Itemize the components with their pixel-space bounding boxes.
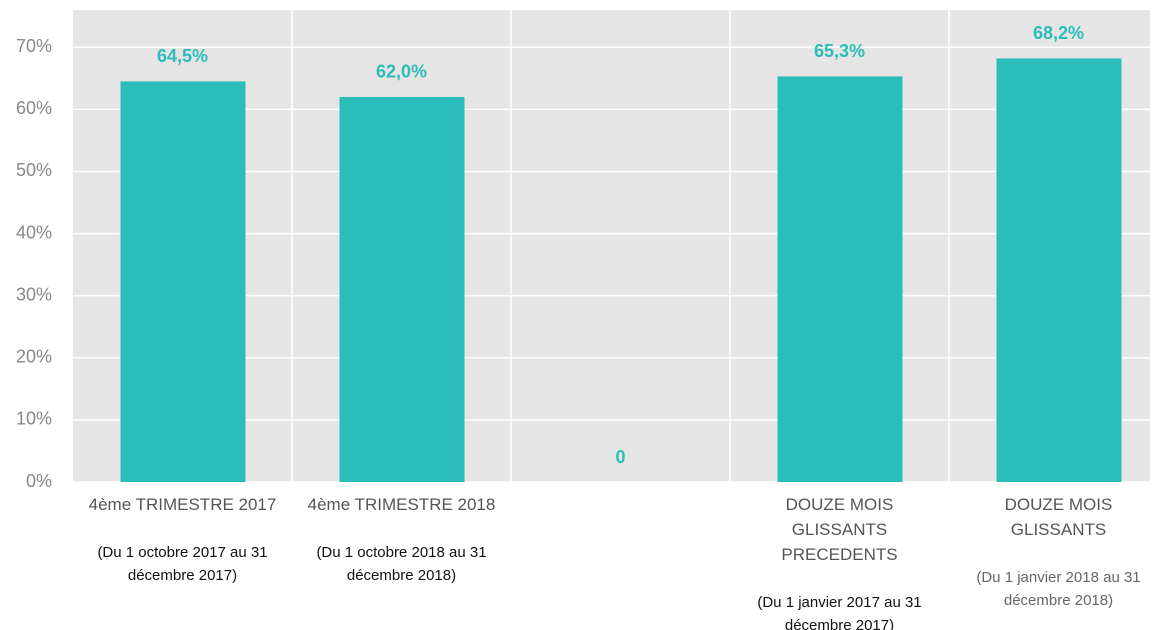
value-label: 64,5% xyxy=(157,46,208,66)
x-sublabel: (Du 1 janvier 2018 au 31 décembre 2018) xyxy=(976,569,1141,609)
value-label: 68,2% xyxy=(1033,23,1084,43)
x-tick-label: 4ème TRIMESTRE 2017 xyxy=(88,495,277,514)
y-tick-label: 20% xyxy=(16,347,52,367)
bar xyxy=(996,58,1122,482)
plot-background xyxy=(73,10,1150,482)
y-tick-label: 70% xyxy=(16,36,52,56)
x-sublabel: (Du 1 octobre 2017 au 31 décembre 2017) xyxy=(97,544,268,584)
x-tick-label: 4ème TRIMESTRE 2018 xyxy=(307,495,496,514)
bar xyxy=(339,96,465,483)
value-label: 0 xyxy=(615,447,625,467)
value-label: 62,0% xyxy=(376,62,427,82)
x-category: 4ème TRIMESTRE 2017 (Du 1 octobre 2017 au… xyxy=(83,492,283,587)
y-tick-label: 30% xyxy=(16,284,52,304)
x-tick-label: DOUZE MOIS GLISSANTS xyxy=(1004,495,1113,539)
y-tick-label: 60% xyxy=(16,98,52,118)
y-tick-label: 10% xyxy=(16,409,52,429)
y-tick-label: 0% xyxy=(26,471,52,491)
x-sublabel: (Du 1 octobre 2018 au 31 décembre 2018) xyxy=(316,544,487,584)
x-category: DOUZE MOIS GLISSANTS PRECEDENTS (Du 1 jan… xyxy=(740,492,940,630)
x-category: 4ème TRIMESTRE 2018 (Du 1 octobre 2018 au… xyxy=(302,492,502,587)
x-category: DOUZE MOIS GLISSANTS (Du 1 janvier 2018 a… xyxy=(959,492,1152,612)
x-sublabel: (Du 1 janvier 2017 au 31 décembre 2017) xyxy=(757,594,922,630)
value-label: 65,3% xyxy=(814,41,865,61)
y-tick-label: 50% xyxy=(16,160,52,180)
x-tick-label: DOUZE MOIS GLISSANTS PRECEDENTS xyxy=(781,495,898,564)
bar xyxy=(120,81,246,482)
bar xyxy=(777,76,903,482)
y-tick-label: 40% xyxy=(16,222,52,242)
